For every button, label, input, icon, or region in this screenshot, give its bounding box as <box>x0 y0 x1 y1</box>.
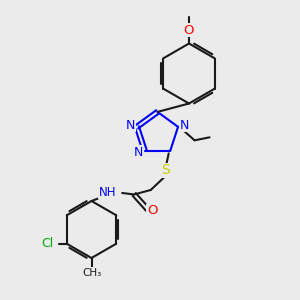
Text: N: N <box>126 119 135 132</box>
Text: O: O <box>184 23 194 37</box>
Text: S: S <box>161 164 170 178</box>
Text: N: N <box>180 119 189 132</box>
Text: N: N <box>134 146 143 159</box>
Text: NH: NH <box>99 186 116 199</box>
Text: CH₃: CH₃ <box>82 268 102 278</box>
Text: Cl: Cl <box>41 237 53 250</box>
Text: O: O <box>147 205 158 218</box>
